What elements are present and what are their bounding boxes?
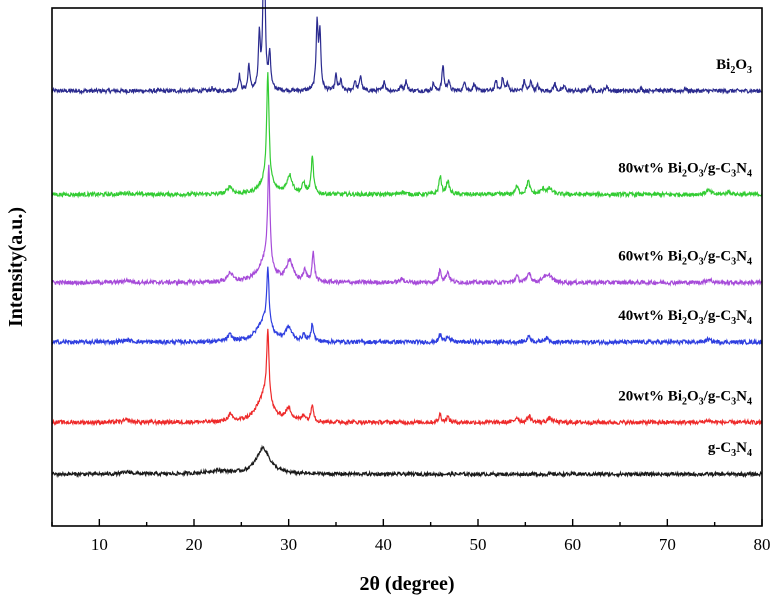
plot-frame xyxy=(51,7,763,527)
x-axis-label: 2θ (degree) xyxy=(359,573,454,595)
series-line-4 xyxy=(51,328,763,427)
x-tick-label: 40 xyxy=(375,535,392,554)
y-axis-label: Intensity(a.u.) xyxy=(5,207,27,327)
x-tick-label: 20 xyxy=(186,535,203,554)
x-tick-label: 60 xyxy=(564,535,581,554)
series-label-5: g-C3N4 xyxy=(708,440,752,459)
series-label-2: 60wt% Bi2O3/g-C3N4 xyxy=(618,249,752,268)
series-label-4: 20wt% Bi2O3/g-C3N4 xyxy=(618,388,752,407)
x-tick-label: 50 xyxy=(470,535,487,554)
series-line-1 xyxy=(51,72,763,199)
x-tick-label: 70 xyxy=(659,535,676,554)
x-ticks-layer: 10 20 30 40 50 60 70 80 xyxy=(51,519,771,554)
x-tick-label: 80 xyxy=(754,535,771,554)
x-tick-label: 10 xyxy=(91,535,108,554)
series-line-2 xyxy=(51,164,763,287)
x-tick-label: 30 xyxy=(280,535,297,554)
series-label-3: 40wt% Bi2O3/g-C3N4 xyxy=(618,308,752,327)
series-line-0 xyxy=(51,0,763,96)
series-line-5 xyxy=(51,444,763,479)
series-label-0: Bi2O3 xyxy=(716,57,752,76)
series-label-1: 80wt% Bi2O3/g-C3N4 xyxy=(618,160,752,179)
trace-labels-layer: Bi2O3 80wt% Bi2O3/g-C3N4 60wt% Bi2O3/g-C3N… xyxy=(618,57,752,459)
series-line-3 xyxy=(51,266,763,347)
traces-layer xyxy=(51,0,763,479)
